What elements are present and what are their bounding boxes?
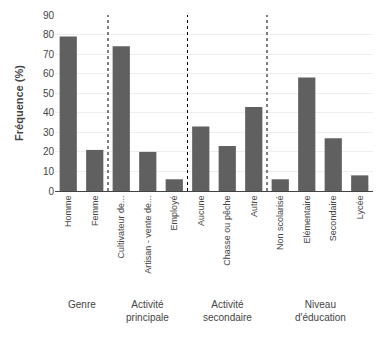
svg-text:Autre: Autre [249,196,259,218]
svg-text:Secondaire: Secondaire [328,196,338,242]
svg-text:Chasse ou pêche: Chasse ou pêche [222,196,232,266]
svg-text:Elémentaire: Elémentaire [302,196,312,244]
svg-text:10: 10 [43,166,55,177]
svg-text:Niveaud'éducation: Niveaud'éducation [295,299,346,323]
svg-text:60: 60 [43,68,55,79]
svg-text:Fréquence (%): Fréquence (%) [13,65,25,141]
svg-text:20: 20 [43,146,55,157]
svg-text:Cultivateur de...: Cultivateur de... [116,196,126,259]
svg-text:70: 70 [43,49,55,60]
svg-text:Non scolarisé: Non scolarisé [275,196,285,251]
svg-text:80: 80 [43,29,55,40]
svg-text:40: 40 [43,107,55,118]
svg-text:Activitésecondaire: Activitésecondaire [203,299,252,323]
svg-text:0: 0 [48,186,54,197]
svg-text:Genre: Genre [68,299,96,310]
svg-text:Artisan - vente de...: Artisan - vente de... [143,196,153,274]
svg-text:Activitéprincipale: Activitéprincipale [126,299,169,323]
svg-text:30: 30 [43,127,55,138]
svg-text:90: 90 [43,10,55,21]
svg-text:50: 50 [43,88,55,99]
svg-text:Aucune: Aucune [196,196,206,227]
svg-text:Lycée: Lycée [355,196,365,220]
svg-text:Femme: Femme [90,196,100,227]
svg-text:Employé: Employé [169,196,179,231]
svg-text:Homme: Homme [63,196,73,228]
